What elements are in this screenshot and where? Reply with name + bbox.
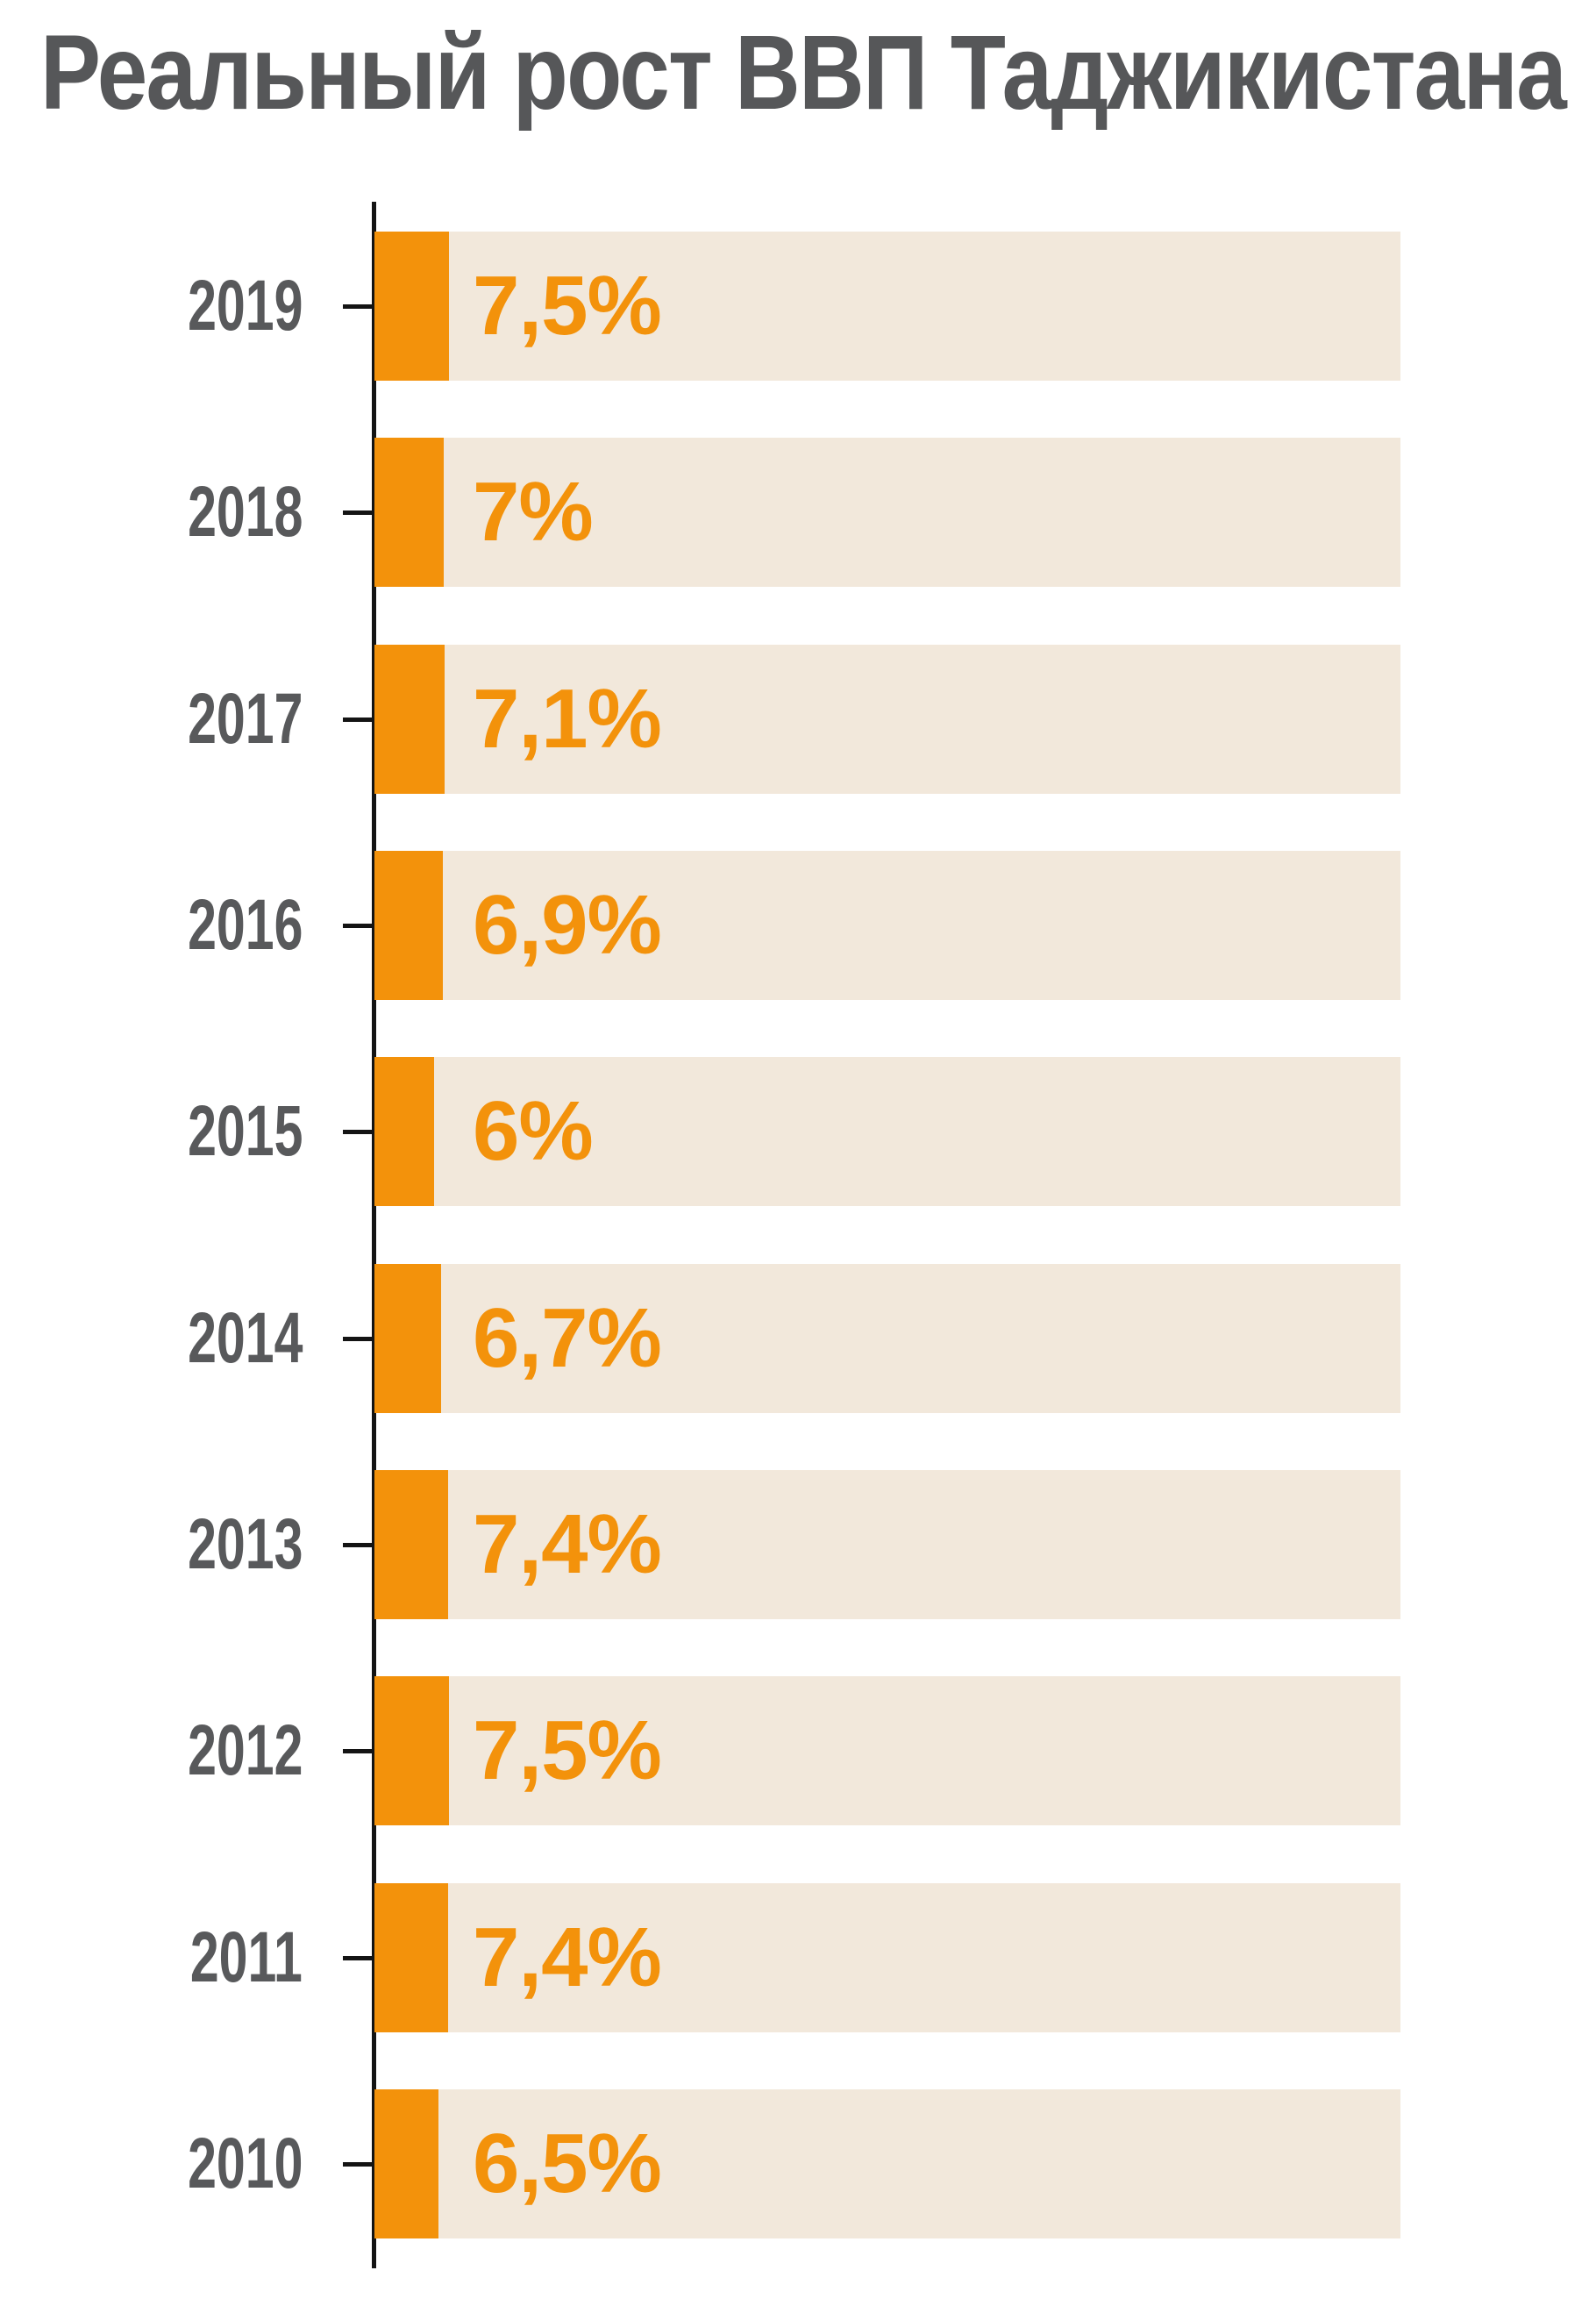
axis-tick: [343, 304, 374, 309]
value-label: 6,7%: [473, 1291, 662, 1385]
year-label: 2019: [187, 266, 303, 346]
bar-fill: [374, 1470, 448, 1619]
chart-row: 2019 7,5%: [0, 232, 1596, 381]
year-label: 2017: [187, 679, 303, 759]
bar-fill: [374, 1883, 448, 2032]
chart-row: 2011 7,4%: [0, 1883, 1596, 2032]
bar-fill: [374, 1676, 449, 1825]
bar-fill: [374, 1264, 441, 1413]
y-axis-line: [372, 202, 376, 2268]
axis-tick: [343, 718, 374, 722]
bar-track: 7,4%: [374, 1470, 1400, 1619]
value-label: 7%: [473, 465, 594, 559]
year-label: 2011: [189, 1917, 303, 1997]
year-label: 2013: [187, 1504, 303, 1584]
chart-row: 2016 6,9%: [0, 851, 1596, 1000]
chart-row: 2017 7,1%: [0, 645, 1596, 794]
year-label: 2012: [187, 1710, 303, 1790]
axis-tick: [343, 2162, 374, 2167]
value-label: 6%: [473, 1084, 594, 1178]
axis-tick: [343, 1130, 374, 1134]
axis-tick: [343, 1749, 374, 1753]
bar-fill: [374, 232, 449, 381]
bar-track: 7,5%: [374, 1676, 1400, 1825]
year-label: 2010: [187, 2124, 303, 2203]
value-label: 7,4%: [473, 1910, 662, 2004]
year-label: 2015: [187, 1091, 303, 1171]
bar-track: 6,9%: [374, 851, 1400, 1000]
axis-tick: [343, 510, 374, 515]
chart-row: 2013 7,4%: [0, 1470, 1596, 1619]
bar-fill: [374, 438, 444, 587]
chart-row: 2012 7,5%: [0, 1676, 1596, 1825]
chart-title: Реальный рост ВВП Таджикистана: [40, 12, 1567, 132]
bar-track: 6%: [374, 1057, 1400, 1206]
chart-row: 2015 6%: [0, 1057, 1596, 1206]
bar-fill: [374, 1057, 434, 1206]
bar-fill: [374, 851, 443, 1000]
year-label: 2018: [187, 472, 303, 552]
year-label: 2014: [187, 1298, 303, 1378]
year-label: 2016: [187, 885, 303, 965]
chart-row: 2010 6,5%: [0, 2089, 1596, 2238]
axis-tick: [343, 1337, 374, 1341]
chart-row: 2014 6,7%: [0, 1264, 1596, 1413]
bar-track: 7,1%: [374, 645, 1400, 794]
value-label: 7,1%: [473, 672, 662, 766]
bar-track: 7%: [374, 438, 1400, 587]
value-label: 7,5%: [473, 259, 662, 353]
value-label: 6,5%: [473, 2117, 662, 2210]
bar-fill: [374, 2089, 438, 2238]
value-label: 7,5%: [473, 1703, 662, 1797]
bar-track: 7,5%: [374, 232, 1400, 381]
bar-track: 6,5%: [374, 2089, 1400, 2238]
bar-fill: [374, 645, 445, 794]
axis-tick: [343, 1543, 374, 1547]
axis-tick: [343, 924, 374, 928]
axis-tick: [343, 1956, 374, 1960]
bar-track: 6,7%: [374, 1264, 1400, 1413]
value-label: 7,4%: [473, 1497, 662, 1591]
chart-row: 2018 7%: [0, 438, 1596, 587]
value-label: 6,9%: [473, 878, 662, 972]
bar-track: 7,4%: [374, 1883, 1400, 2032]
